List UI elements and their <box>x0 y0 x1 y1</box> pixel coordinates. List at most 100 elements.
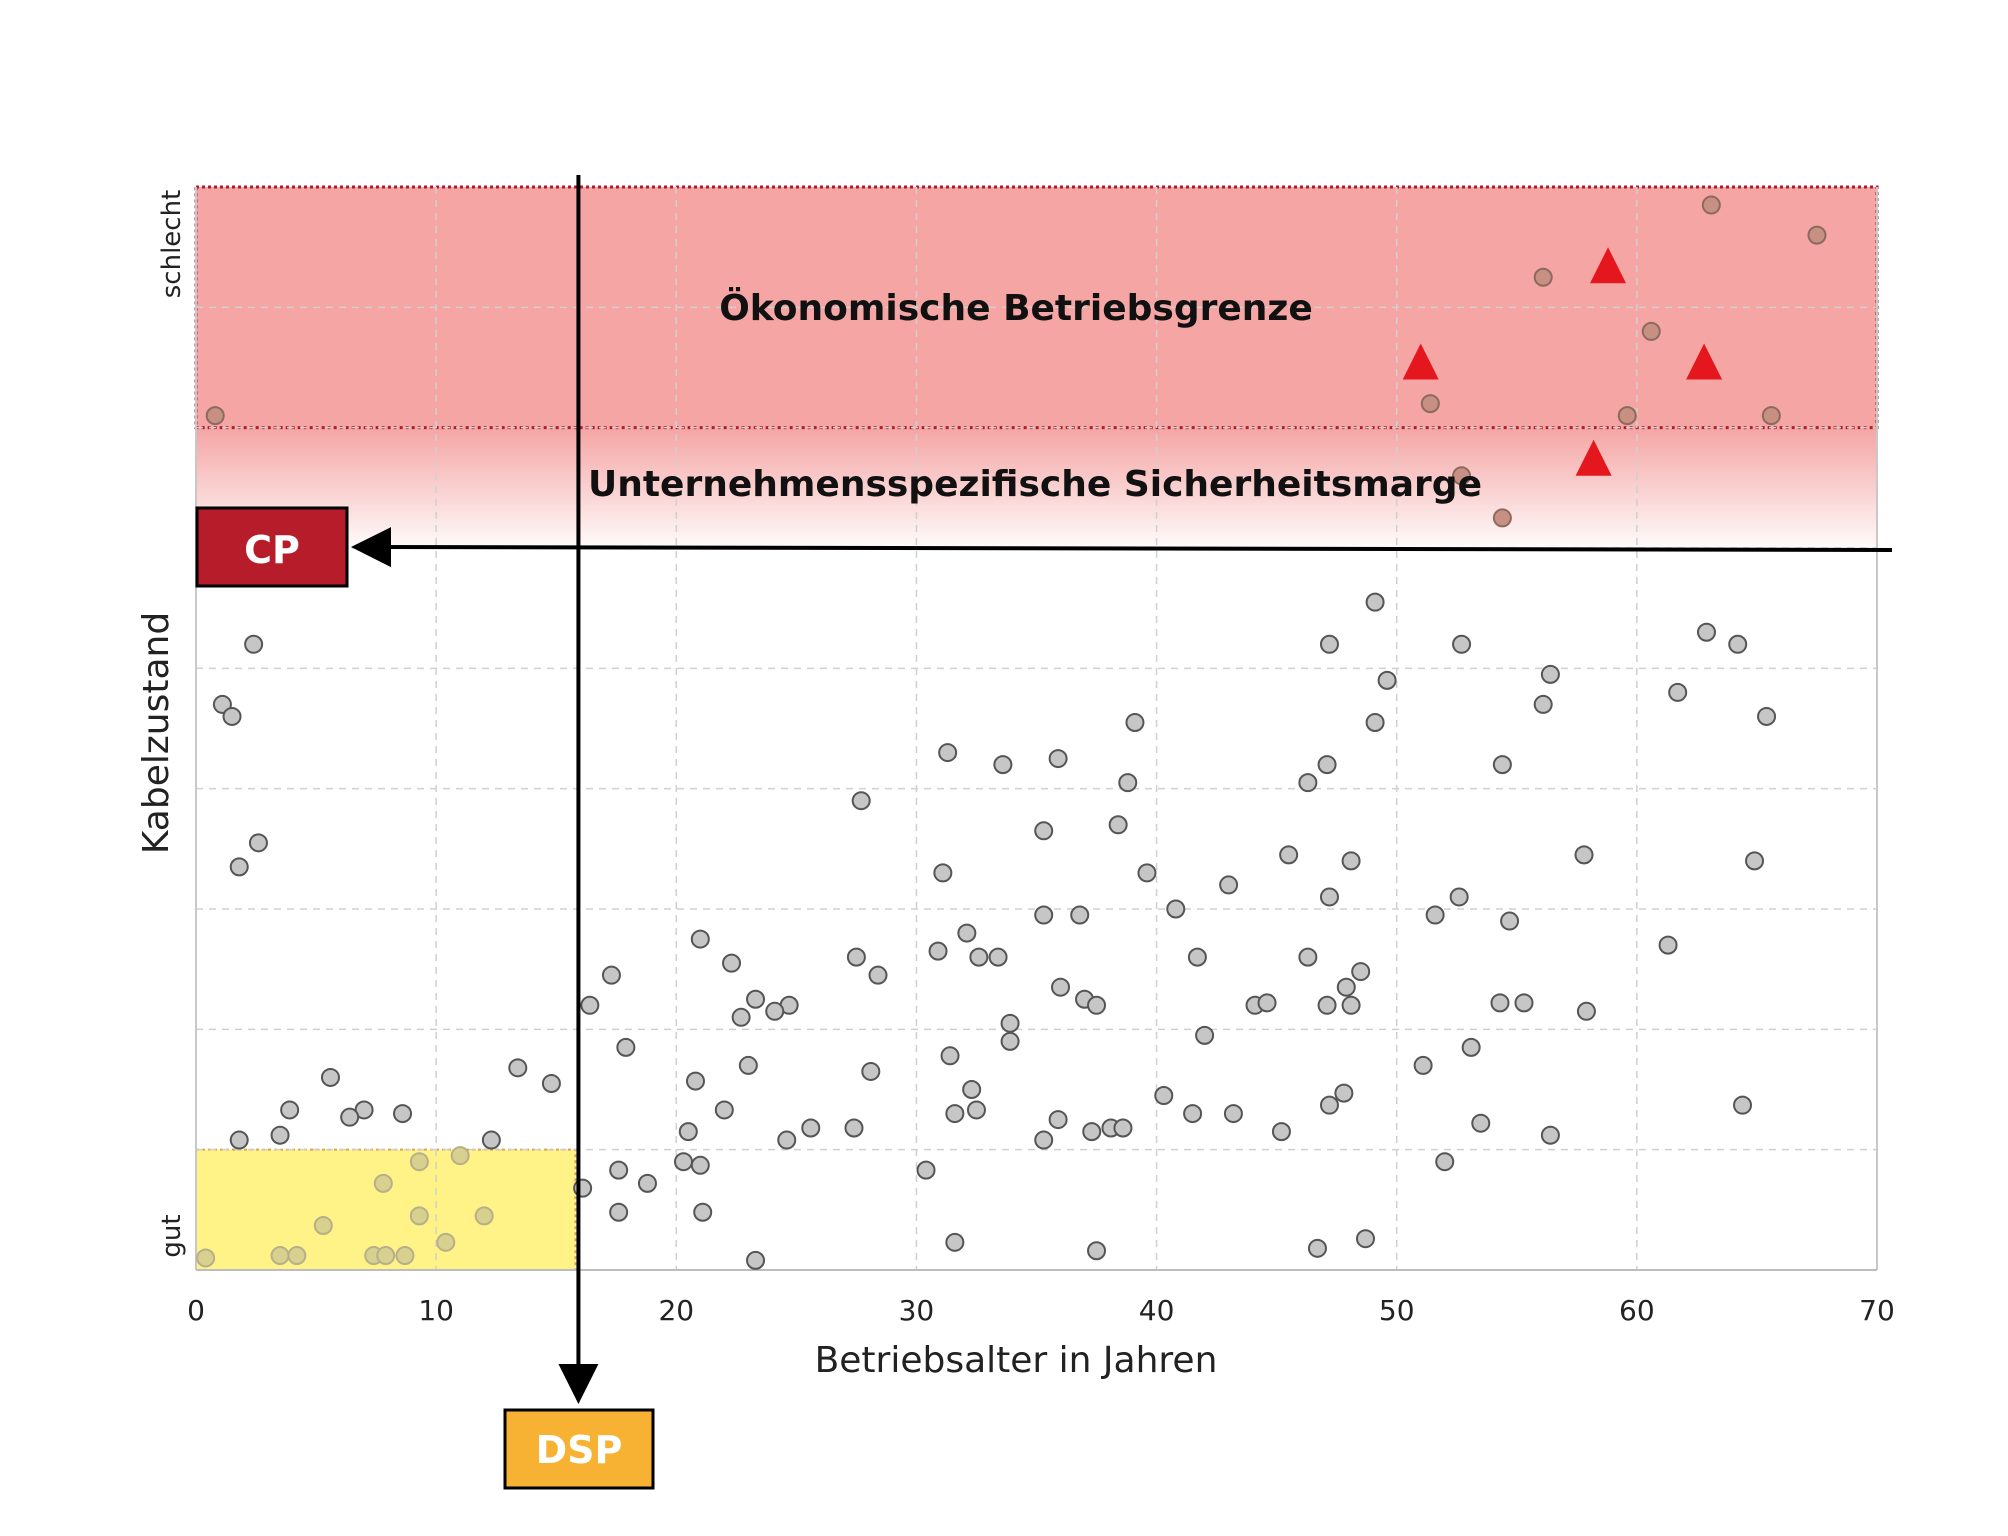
data-point <box>287 1246 307 1266</box>
triangle-point <box>1686 343 1723 380</box>
data-point <box>609 1202 629 1222</box>
data-point <box>1413 1055 1433 1075</box>
data-point <box>1617 406 1637 426</box>
data-point <box>1336 977 1356 997</box>
data-point <box>222 706 242 726</box>
data-point <box>714 1100 734 1120</box>
x-tick-label: 60 <box>1619 1294 1655 1327</box>
triangle-point <box>1575 439 1612 476</box>
data-point <box>637 1173 657 1193</box>
data-point <box>616 1037 636 1057</box>
data-point <box>1048 1110 1068 1130</box>
data-point <box>601 965 621 985</box>
data-point <box>1733 1095 1753 1115</box>
economic-limit-label: Ökonomische Betriebsgrenze <box>719 287 1313 329</box>
data-point <box>1034 1130 1054 1150</box>
data-point <box>673 1152 693 1172</box>
data-point <box>861 1061 881 1081</box>
data-point <box>928 941 948 961</box>
data-point <box>1137 863 1157 883</box>
data-point <box>270 1246 290 1266</box>
data-point <box>376 1246 396 1266</box>
data-point <box>1087 995 1107 1015</box>
data-point <box>1317 995 1337 1015</box>
data-point <box>1492 755 1512 775</box>
data-point <box>690 1155 710 1175</box>
data-point <box>1728 634 1748 654</box>
data-point <box>801 1118 821 1138</box>
data-point <box>1087 1241 1107 1261</box>
data-point <box>1355 1229 1375 1249</box>
overlay-layer <box>351 175 1893 1404</box>
data-point <box>395 1246 415 1266</box>
data-point <box>1271 1122 1291 1142</box>
data-point <box>1471 1113 1491 1133</box>
data-point <box>1341 995 1361 1015</box>
data-point <box>1108 815 1128 835</box>
data-point <box>474 1206 494 1226</box>
points-layer <box>196 195 1827 1270</box>
data-point <box>1034 821 1054 841</box>
data-point <box>1223 1104 1243 1124</box>
data-point <box>1492 508 1512 528</box>
data-point <box>746 989 766 1009</box>
data-point <box>722 953 742 973</box>
data-point <box>481 1130 501 1150</box>
data-point <box>1219 875 1239 895</box>
data-point <box>313 1215 333 1235</box>
data-point <box>957 923 977 943</box>
data-point <box>196 1248 216 1268</box>
data-point <box>1082 1122 1102 1142</box>
data-point <box>1490 993 1510 1013</box>
data-point <box>777 1130 797 1150</box>
data-point <box>1365 712 1385 732</box>
x-axis-title: Betriebsalter in Jahren <box>815 1340 1218 1381</box>
data-point <box>270 1125 290 1145</box>
x-tick-label: 10 <box>418 1294 454 1327</box>
data-point <box>1658 935 1678 955</box>
data-point <box>1257 993 1277 1013</box>
data-point <box>1113 1118 1133 1138</box>
data-point <box>868 965 888 985</box>
data-point <box>436 1232 456 1252</box>
x-tick-label: 50 <box>1379 1294 1415 1327</box>
grid-layer <box>195 187 1878 1271</box>
data-point <box>393 1104 413 1124</box>
zones-layer <box>194 185 1879 1271</box>
data-point <box>541 1073 561 1093</box>
data-point <box>1183 1104 1203 1124</box>
data-point <box>1187 947 1207 967</box>
x-axis: 0 10 20 30 40 50 60 70 <box>187 1294 1895 1327</box>
data-point <box>1166 899 1186 919</box>
data-point <box>1533 694 1553 714</box>
data-point <box>1449 887 1469 907</box>
data-point <box>690 929 710 949</box>
data-point <box>609 1160 629 1180</box>
data-point <box>1307 1238 1327 1258</box>
data-point <box>1195 1025 1215 1045</box>
triangle-point <box>1402 343 1439 380</box>
data-point <box>1341 851 1361 871</box>
data-point <box>1319 887 1339 907</box>
data-point <box>1298 773 1318 793</box>
data-point <box>1298 947 1318 967</box>
cp-arrow <box>351 527 1893 568</box>
data-point <box>1051 977 1071 997</box>
data-point <box>1319 1095 1339 1115</box>
safety-margin-label: Unternehmensspezifische Sicherheitsmarge <box>588 464 1482 505</box>
data-point <box>1745 851 1765 871</box>
data-point <box>229 1130 249 1150</box>
data-point <box>373 1173 393 1193</box>
data-point <box>1048 749 1068 769</box>
data-point <box>731 1007 751 1027</box>
data-point <box>685 1071 705 1091</box>
data-point <box>244 634 264 654</box>
data-point <box>1540 664 1560 684</box>
data-point <box>846 947 866 967</box>
data-point <box>1500 911 1520 931</box>
data-point <box>1070 905 1090 925</box>
data-point <box>966 1100 986 1120</box>
data-point <box>1317 755 1337 775</box>
data-point <box>1761 406 1781 426</box>
data-point <box>409 1152 429 1172</box>
